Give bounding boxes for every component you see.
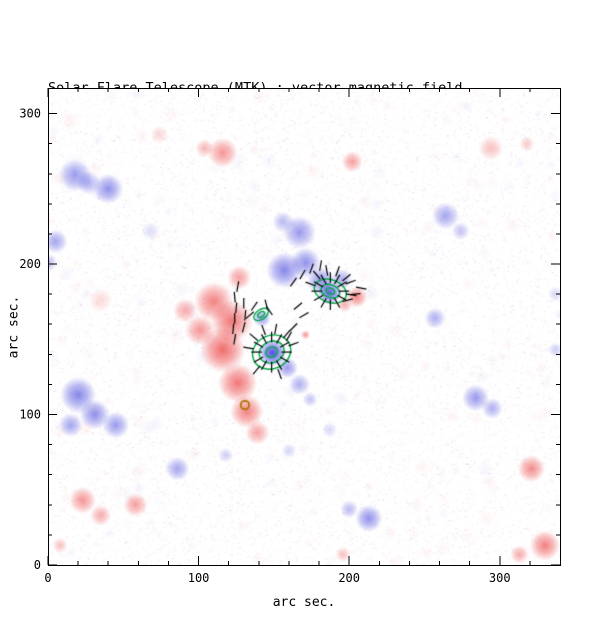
x-axis-label: arc sec. — [272, 595, 336, 610]
y-axis-label: arc sec. — [6, 295, 22, 359]
y-tick-label: 0 — [34, 558, 41, 572]
x-tick-label: 200 — [338, 571, 360, 585]
y-tick-label: 300 — [19, 107, 41, 121]
magnetogram-canvas — [48, 88, 560, 565]
x-tick-label: 0 — [44, 571, 51, 585]
y-tick-label: 200 — [19, 257, 41, 271]
x-tick-label: 100 — [188, 571, 210, 585]
y-tick-label: 100 — [19, 408, 41, 422]
x-tick-label: 300 — [489, 571, 511, 585]
